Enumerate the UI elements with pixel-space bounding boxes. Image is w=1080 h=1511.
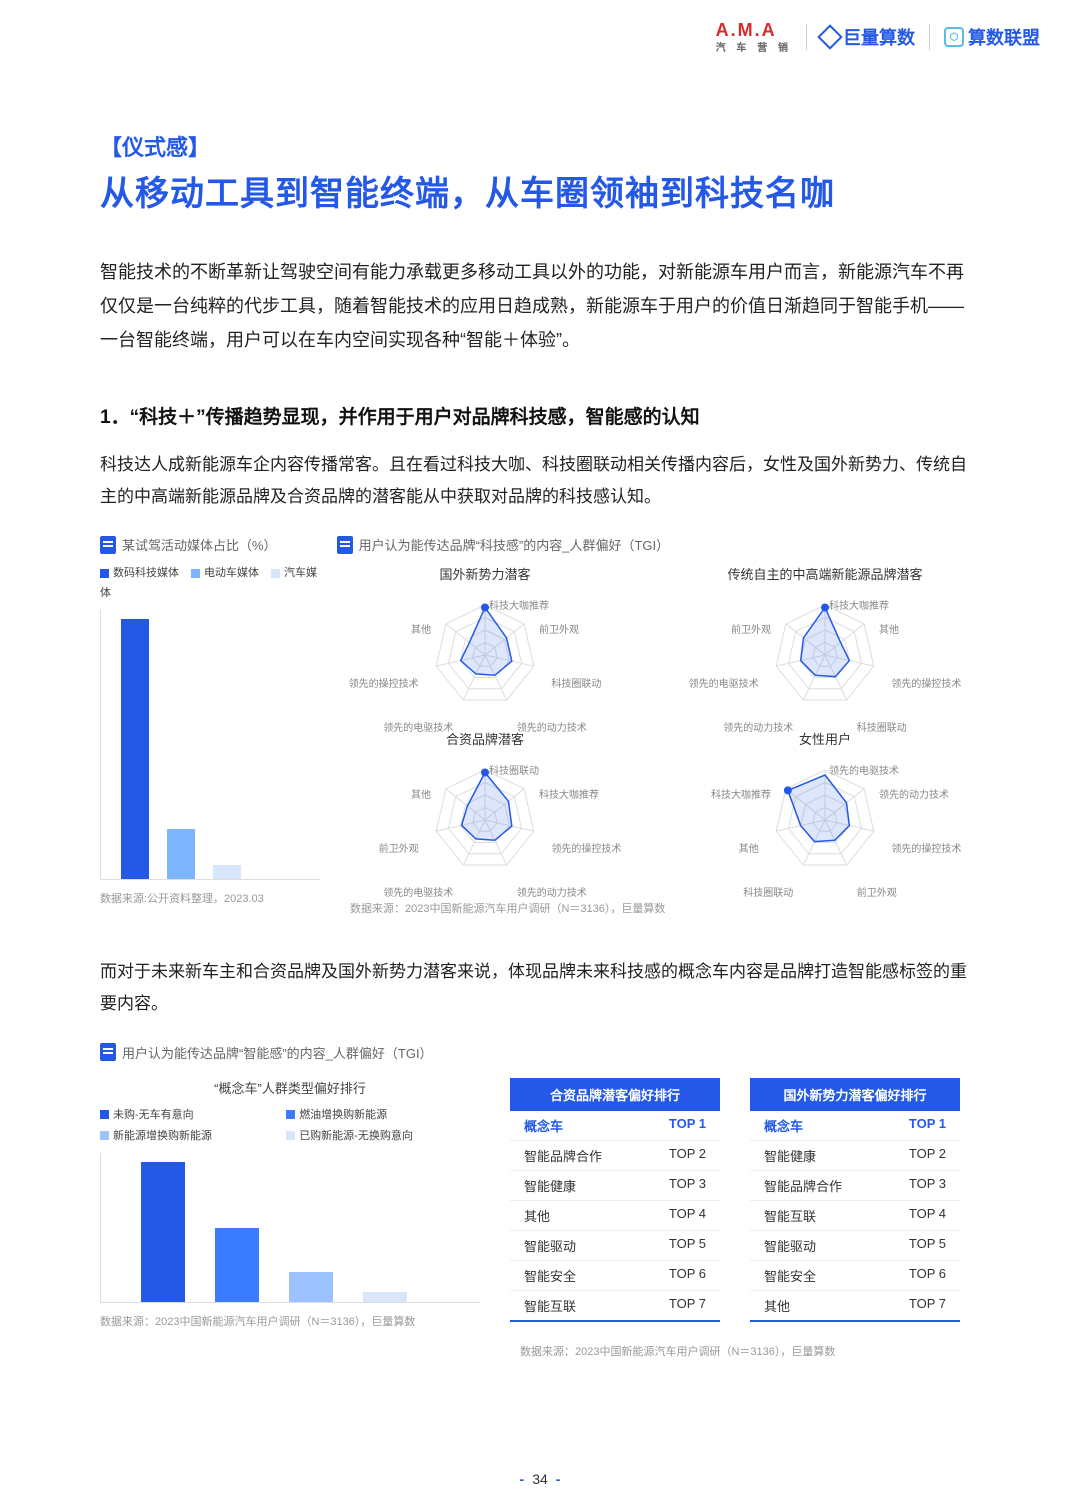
source-text: 数据来源：2023中国新能源汽车用户调研（N＝3136），巨量算数 [100,1313,480,1329]
table-row: 智能品牌合作TOP 3 [750,1171,960,1201]
source-text: 数据来源：2023中国新能源汽车用户调研（N＝3136），巨量算数 [350,900,980,916]
subheading-1: 1．“科技＋”传播趋势显现，并作用于用户对品牌科技感，智能感的认知 [100,402,980,429]
table-row: 智能健康TOP 3 [510,1171,720,1201]
bar [215,1228,259,1302]
diamond-icon [817,24,842,49]
bar-area [100,610,320,880]
chart-label-left: 某试驾活动媒体占比（%） [100,535,277,554]
bar [213,865,241,879]
logo-divider [806,24,807,50]
radar-section: 国外新势力潜客科技大咖推荐前卫外观科技圈联动领先的动力技术领先的电驱技术领先的操… [330,564,980,916]
chart-caption-2: 用户认为能传达品牌“智能感”的内容_人群偏好（TGI） [100,1043,980,1062]
bar-legend: 数码科技媒体电动车媒体汽车媒体 [100,564,320,604]
radar-cell: 合资品牌潜客科技圈联动科技大咖推荐领先的操控技术领先的动力技术领先的电驱技术前卫… [330,729,640,890]
page-content: 【仪式感】 从移动工具到智能终端，从车圈领袖到科技名咖 智能技术的不断革新让驾驶… [0,0,1080,1399]
bar2-area [100,1153,480,1303]
bar [121,619,149,879]
bar2-title: “概念车”人群类型偏好排行 [100,1078,480,1097]
radar-cell: 女性用户领先的电驱技术领先的动力技术领先的操控技术前卫外观科技圈联动其他科技大咖… [670,729,980,890]
bar [167,829,195,879]
page-title: 从移动工具到智能终端，从车圈领袖到科技名咖 [100,166,980,215]
source-text: 数据来源:公开资料整理，2023.03 [100,890,320,906]
doc-icon [100,1043,116,1061]
table-header: 国外新势力潜客偏好排行 [750,1078,960,1111]
table-row: 智能安全TOP 6 [510,1261,720,1291]
logo-ama: A.M.A 汽 车 营 销 [716,20,792,54]
table-row: 智能驱动TOP 5 [750,1231,960,1261]
bar [363,1292,407,1302]
rank-table-2: 国外新势力潜客偏好排行概念车TOP 1智能健康TOP 2智能品牌合作TOP 3智… [750,1078,960,1322]
table-row: 智能互联TOP 4 [750,1201,960,1231]
table-row: 概念车TOP 1 [510,1111,720,1141]
body-text-1: 科技达人成新能源车企内容传播常客。且在看过科技大咖、科技圈联动相关传播内容后，女… [100,449,980,514]
rank-table-1: 合资品牌潜客偏好排行概念车TOP 1智能品牌合作TOP 2智能健康TOP 3其他… [510,1078,720,1322]
bar-chart-2: “概念车”人群类型偏好排行 未购-无车有意向燃油增换购新能源新能源增换购新能源已… [100,1078,480,1329]
table-row: 概念车TOP 1 [750,1111,960,1141]
logo-suanshu: ⬡ 算数联盟 [944,24,1040,50]
doc-icon [100,536,116,554]
midsection: 数码科技媒体电动车媒体汽车媒体 数据来源:公开资料整理，2023.03 国外新势… [100,564,980,916]
tables-source: 数据来源：2023中国新能源汽车用户调研（N＝3136），巨量算数 [520,1343,980,1359]
logo-juliang: 巨量算数 [821,24,915,50]
radar-cell: 传统自主的中高端新能源品牌潜客科技大咖推荐其他领先的操控技术科技圈联动领先的动力… [670,564,980,725]
bar [141,1162,185,1302]
table-row: 其他TOP 4 [510,1201,720,1231]
logo-divider [929,24,930,50]
table-row: 其他TOP 7 [750,1291,960,1322]
section-tag: 【仪式感】 [100,130,980,162]
header-logos: A.M.A 汽 车 营 销 巨量算数 ⬡ 算数联盟 [716,20,1040,54]
chart-label-right: 用户认为能传达品牌“科技感”的内容_人群偏好（TGI） [337,535,670,554]
table-header: 合资品牌潜客偏好排行 [510,1078,720,1111]
bar-chart: 数码科技媒体电动车媒体汽车媒体 数据来源:公开资料整理，2023.03 [100,564,320,916]
table-row: 智能品牌合作TOP 2 [510,1141,720,1171]
intro-text: 智能技术的不断革新让驾驶空间有能力承载更多移动工具以外的功能，对新能源车用户而言… [100,255,980,358]
bar2-legend: 未购-无车有意向燃油增换购新能源新能源增换购新能源已购新能源-无换购意向 [100,1105,480,1147]
chart-label-2: 用户认为能传达品牌“智能感”的内容_人群偏好（TGI） [100,1043,433,1062]
bar [289,1272,333,1302]
chart-caption-row: 某试驾活动媒体占比（%） 用户认为能传达品牌“科技感”的内容_人群偏好（TGI） [100,535,980,554]
lower-section: “概念车”人群类型偏好排行 未购-无车有意向燃油增换购新能源新能源增换购新能源已… [100,1078,980,1329]
radar-cell: 国外新势力潜客科技大咖推荐前卫外观科技圈联动领先的动力技术领先的电驱技术领先的操… [330,564,640,725]
page-number: -34- [0,1471,1080,1487]
doc-icon [337,536,353,554]
table-row: 智能驱动TOP 5 [510,1231,720,1261]
table-row: 智能安全TOP 6 [750,1261,960,1291]
table-row: 智能健康TOP 2 [750,1141,960,1171]
chart-badge-icon: ⬡ [944,27,964,47]
body-text-2: 而对于未来新车主和合资品牌及国外新势力潜客来说，体现品牌未来科技感的概念车内容是… [100,956,980,1021]
table-row: 智能互联TOP 7 [510,1291,720,1322]
